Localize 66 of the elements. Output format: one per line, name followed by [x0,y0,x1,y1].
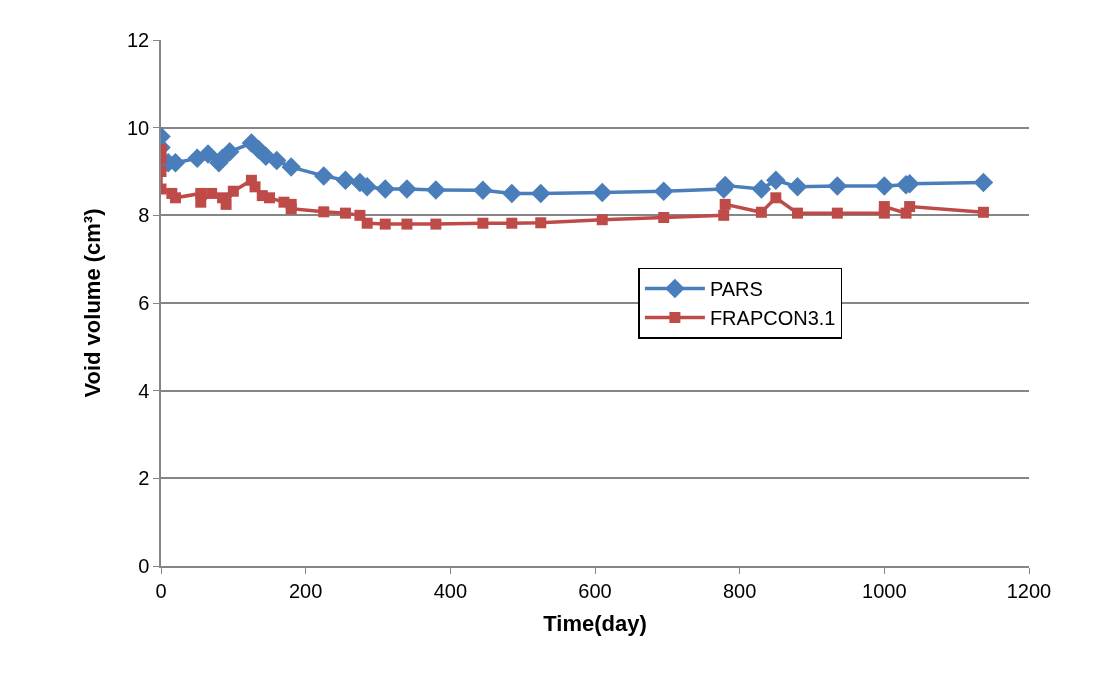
point [477,217,489,229]
point [878,201,890,213]
point [592,182,612,203]
x-tick-label: 1000 [862,579,907,602]
point [318,206,330,218]
x-tick-label: 0 [155,579,167,602]
legend-label: PARS [709,278,763,301]
point [766,170,786,191]
point [227,185,239,197]
point [198,144,218,164]
legend-label: FRAPCON3.1 [709,307,836,330]
point [596,214,608,226]
point [339,207,351,219]
x-tick-label: 400 [433,579,468,602]
point [169,192,181,204]
x-tick-label: 200 [288,579,323,602]
point [658,212,670,224]
point [314,166,334,186]
point [874,176,895,196]
point [904,201,916,213]
y-tick-label: 4 [138,379,150,402]
point [361,217,373,229]
x-tick-label: 800 [722,579,757,602]
point [719,198,731,210]
point [792,207,804,219]
point [502,183,522,204]
y-axis-title: Void volume (cm³) [80,208,106,398]
point [397,179,417,199]
x-tick-label: 600 [578,579,612,602]
y-tick-label: 12 [127,29,150,51]
point [653,181,674,201]
point [281,157,301,177]
point [531,183,551,204]
point [973,172,994,193]
point [473,180,493,201]
point [718,209,730,221]
point [535,217,547,229]
point [375,179,395,199]
point [787,177,808,197]
point [195,196,207,208]
point [354,209,366,221]
point [977,206,989,218]
point [827,176,848,196]
point [426,180,446,200]
point [831,207,843,219]
point [220,198,232,210]
point [249,181,261,193]
point [206,187,218,199]
x-tick-label: 1200 [1006,579,1052,602]
point [506,217,518,229]
point [285,203,297,215]
point [770,192,782,204]
y-tick-label: 8 [138,204,150,227]
y-tick-label: 0 [138,555,150,577]
point [401,218,413,230]
point [264,192,275,204]
y-tick-label: 2 [138,467,150,490]
point [335,170,356,191]
point [266,150,287,171]
y-tick-label: 10 [127,116,150,139]
x-axis-title: Time(day) [543,611,647,637]
point [379,218,391,230]
point [751,179,772,199]
y-tick-label: 6 [138,292,150,314]
point [755,206,767,218]
point [430,218,442,230]
